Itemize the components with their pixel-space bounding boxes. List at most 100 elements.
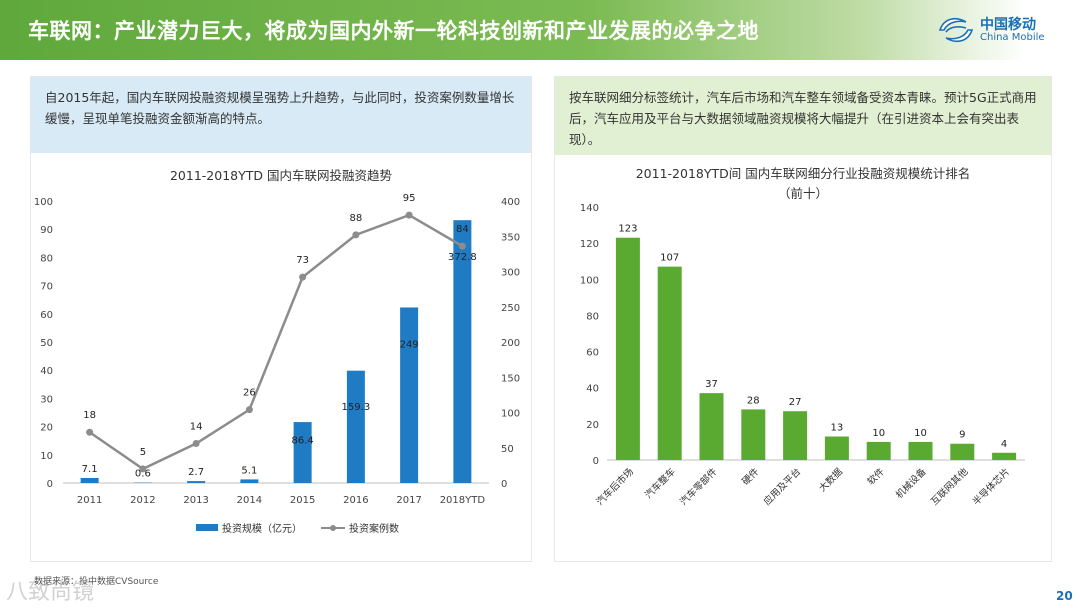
y-left-tick-label: 60 — [40, 310, 53, 321]
y-tick-label: 100 — [580, 275, 599, 286]
y-tick-label: 40 — [586, 384, 599, 395]
point-deal-count — [458, 242, 466, 250]
bar-data-label: 7.1 — [82, 464, 98, 475]
y-left-tick-label: 50 — [40, 338, 53, 349]
y-left-tick-label: 0 — [47, 479, 53, 490]
x-tick-label: 2013 — [183, 495, 208, 506]
y-right-tick-label: 400 — [501, 197, 520, 208]
y-right-tick-label: 350 — [501, 232, 520, 243]
right-chart-title-line2: （前十） — [777, 186, 828, 201]
y-left-tick-label: 40 — [40, 366, 53, 377]
bar-data-label: 0.6 — [135, 469, 151, 480]
y-left-tick-label: 100 — [34, 197, 53, 208]
line-deal-count — [88, 213, 464, 471]
bar-data-label: 107 — [660, 253, 679, 264]
y-left-tick-label: 90 — [40, 225, 53, 236]
line-data-label: 18 — [83, 410, 96, 421]
bar-segment — [741, 409, 766, 460]
bar-investment — [80, 477, 99, 483]
bar-data-label: 27 — [789, 397, 802, 408]
investment-trend-chart: 0 10 20 30 40 50 60 70 80 90 100 0 50 100 150 200 250 300… — [34, 193, 520, 535]
bar-segment — [783, 411, 808, 460]
point-deal-count — [245, 406, 253, 414]
legend-bar-swatch — [196, 524, 218, 531]
line-data-label: 73 — [296, 255, 309, 266]
bar-segment — [866, 441, 891, 460]
x-tick-label: 2015 — [290, 495, 315, 506]
y-left-tick-label: 20 — [40, 423, 53, 434]
bar-segment — [657, 266, 682, 460]
point-deal-count — [86, 428, 94, 436]
y-left-tick-label: 10 — [40, 451, 53, 462]
y-left-tick-label: 30 — [40, 394, 53, 405]
right-panel: 按车联网细分标签统计，汽车后市场和汽车整车领域备受资本青睐。预计5G正式商用后，… — [554, 76, 1052, 562]
point-deal-count — [405, 211, 413, 219]
left-chart-title: 2011-2018YTD 国内车联网投融资趋势 — [169, 168, 392, 183]
y-tick-label: 60 — [586, 348, 599, 359]
x-tick-label: 2012 — [130, 495, 155, 506]
bar-segment — [699, 393, 724, 460]
legend-bar-label: 投资规模（亿元） — [222, 522, 302, 535]
bar-data-label: 2.7 — [188, 467, 204, 478]
china-mobile-logo: 中国移动 China Mobile — [936, 14, 1066, 48]
bar-investment — [240, 479, 259, 483]
bar-data-label: 37 — [705, 379, 718, 390]
point-deal-count — [299, 273, 307, 281]
point-deal-count — [139, 465, 147, 473]
point-deal-count — [192, 440, 200, 448]
bar-data-label: 249 — [400, 339, 419, 350]
bar-investment — [346, 370, 365, 483]
line-data-label: 5 — [140, 447, 146, 458]
line-data-label: 84 — [456, 224, 469, 235]
x-tick-label: 软件 — [865, 465, 887, 487]
y-tick-label: 140 — [580, 203, 599, 214]
bar-data-label: 10 — [914, 428, 927, 439]
x-tick-label: 半导体芯片 — [970, 466, 1012, 508]
bar-data-label: 123 — [618, 224, 637, 235]
bar-segment — [615, 237, 640, 460]
y-tick-label: 20 — [586, 420, 599, 431]
x-tick-label: 大数据 — [816, 465, 845, 494]
x-tick-label: 硬件 — [739, 465, 761, 487]
y-right-tick-label: 250 — [501, 303, 520, 314]
y-left-tick-label: 80 — [40, 253, 53, 264]
x-tick-label: 汽车后市场 — [594, 466, 636, 508]
bar-investment — [187, 481, 206, 483]
bar-data-label: 159.3 — [342, 402, 371, 413]
x-tick-label: 汽车整车 — [642, 466, 677, 501]
right-note: 按车联网细分标签统计，汽车后市场和汽车整车领域备受资本青睐。预计5G正式商用后，… — [555, 77, 1051, 155]
x-tick-label: 2018YTD — [440, 495, 486, 506]
logo-text-cn: 中国移动 — [980, 17, 1036, 33]
legend-line-label: 投资案例数 — [349, 522, 399, 535]
x-tick-label: 2011 — [77, 495, 102, 506]
data-source: 数据来源：投中数据CVSource — [34, 577, 159, 587]
header-banner: 车联网：产业潜力巨大，将成为国内外新一轮科技创新和产业发展的必争之地 中国移动 … — [0, 0, 1080, 60]
x-tick-label: 2017 — [396, 495, 421, 506]
page-title: 车联网：产业潜力巨大，将成为国内外新一轮科技创新和产业发展的必争之地 — [28, 19, 759, 43]
bar-data-label: 9 — [959, 430, 965, 441]
bar-data-label: 372.8 — [448, 252, 477, 263]
bar-data-label: 10 — [872, 428, 885, 439]
bar-data-label: 5.1 — [241, 465, 257, 476]
y-right-tick-label: 100 — [501, 409, 520, 420]
line-data-label: 14 — [190, 422, 203, 433]
bar-data-label: 28 — [747, 395, 760, 406]
y-right-tick-label: 200 — [501, 338, 520, 349]
left-note: 自2015年起，国内车联网投融资规模呈强势上升趋势，与此同时，投资案例数量增长缓… — [31, 77, 531, 153]
bar-segment — [908, 441, 933, 460]
right-chart-title-line1: 2011-2018YTD间 国内车联网细分行业投融资规模统计排名 — [635, 166, 971, 181]
bar-segment — [950, 443, 975, 460]
bar-data-label: 86.4 — [291, 435, 313, 446]
x-tick-label: 2014 — [237, 495, 262, 506]
bar-data-label: 4 — [1001, 439, 1007, 450]
y-right-tick-label: 150 — [501, 373, 520, 384]
y-right-tick-label: 50 — [501, 444, 514, 455]
bar-segment — [992, 452, 1017, 460]
legend-line-marker — [330, 525, 336, 531]
bar-investment — [400, 307, 419, 483]
line-data-label: 88 — [350, 213, 363, 224]
bar-data-label: 13 — [831, 423, 844, 434]
x-tick-label: 汽车零部件 — [678, 465, 720, 507]
x-tick-label: 机械设备 — [893, 465, 929, 501]
y-tick-label: 120 — [580, 239, 599, 250]
